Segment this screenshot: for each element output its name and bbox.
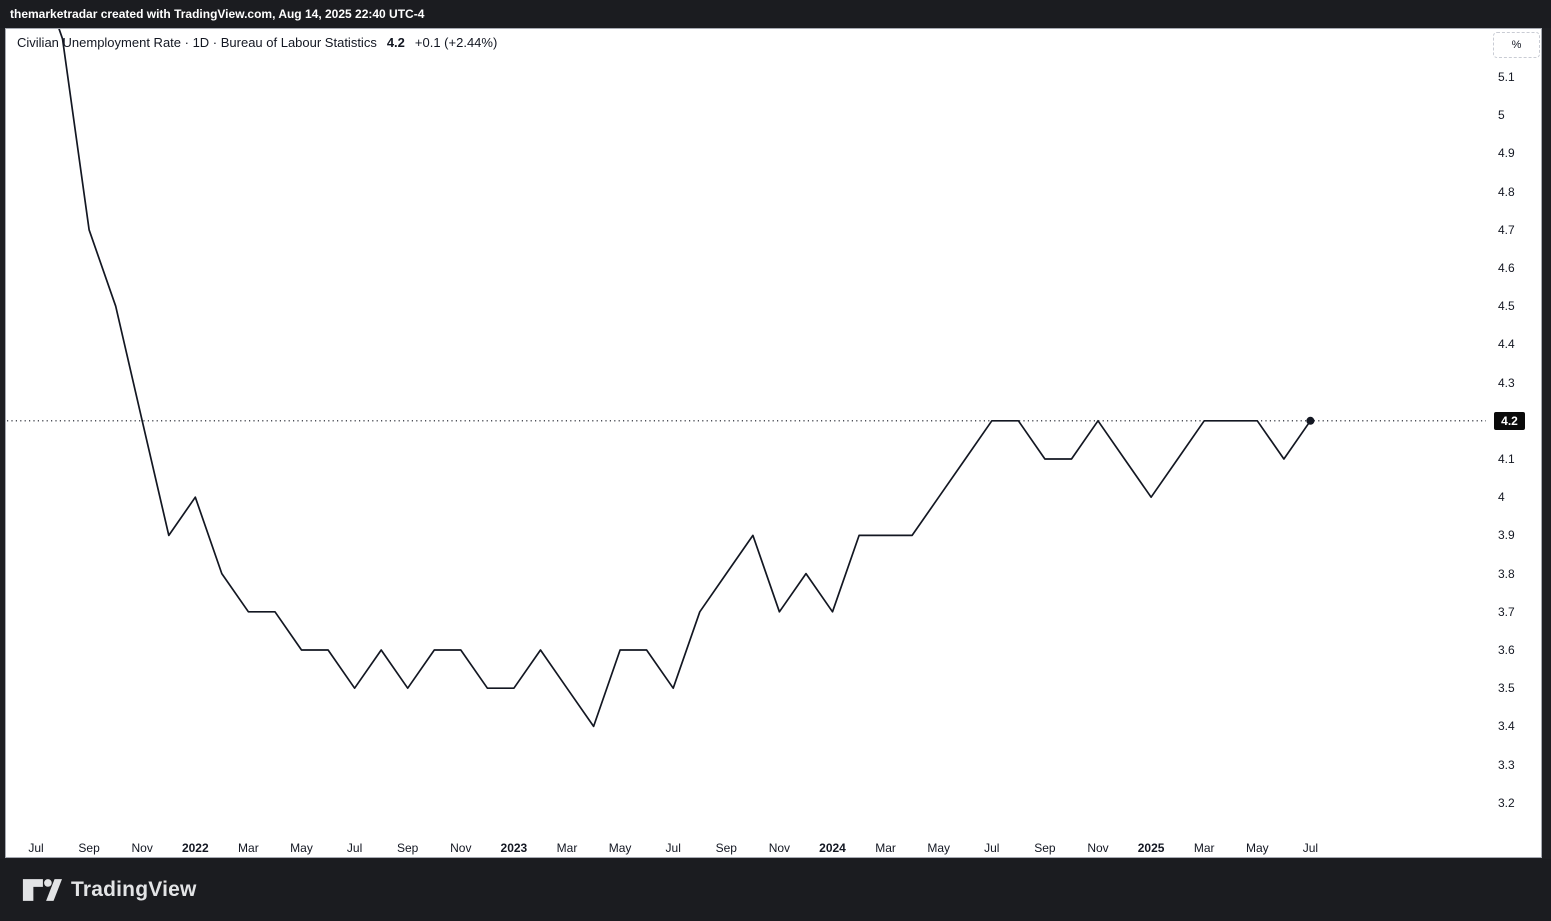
unemployment-rate-series <box>58 29 1312 728</box>
brand-name: TradingView <box>71 878 197 901</box>
time-axis-label: May <box>1245 841 1269 855</box>
last-price-badge: 4.2 <box>1494 411 1525 430</box>
tradingview-logo-icon <box>22 879 62 901</box>
price-axis-label: 4.8 <box>1498 184 1515 199</box>
attribution-bar: themarketradar created with TradingView.… <box>0 0 1551 28</box>
time-axis-label: Mar <box>238 841 259 855</box>
price-axis-label: 3.6 <box>1498 643 1515 657</box>
price-axis-label: 4.7 <box>1498 222 1515 237</box>
time-axis[interactable]: Jul Sep Nov 2022 Mar May Jul Sep Nov 2023 Mar May Ju… <box>6 837 1486 859</box>
time-axis-label: 2023 <box>500 841 528 855</box>
last-point-marker <box>1306 416 1315 425</box>
time-axis-label: 2025 <box>1137 841 1165 855</box>
price-axis-label: 3.9 <box>1498 528 1515 543</box>
price-axis-label: 3.2 <box>1498 795 1515 810</box>
price-axis-label: 3.3 <box>1498 757 1515 772</box>
price-axis-label: 5 <box>1498 108 1505 123</box>
time-axis-label: Sep <box>78 841 100 855</box>
value-change: +0.1 (+2.44%) <box>414 35 498 50</box>
time-axis-label: May <box>290 841 313 855</box>
time-axis-label: May <box>927 841 951 855</box>
price-axis-label: 4 <box>1498 490 1505 505</box>
time-axis-label: Sep <box>397 841 419 855</box>
time-axis-label: Nov <box>450 841 472 855</box>
time-axis-label: Nov <box>1087 841 1109 855</box>
symbol-title: Civilian Unemployment Rate · 1D · Bureau… <box>17 35 377 50</box>
price-axis-label: 3.7 <box>1498 604 1515 619</box>
price-axis-label: 5.1 <box>1498 70 1515 84</box>
price-axis-label: 4.6 <box>1498 261 1515 275</box>
price-axis-label: 3.4 <box>1498 719 1515 734</box>
symbol-legend[interactable]: Civilian Unemployment Rate · 1D · Bureau… <box>17 35 497 50</box>
attribution-text: themarketradar created with TradingView.… <box>10 7 425 21</box>
time-axis-label: Jul <box>665 841 681 855</box>
time-axis-label: Jul <box>1302 841 1319 855</box>
price-axis-label: 3.5 <box>1498 681 1515 696</box>
percent-unit-button[interactable]: % <box>1493 32 1540 58</box>
time-axis-label: Mar <box>875 841 896 855</box>
time-axis-label: Jul <box>346 841 363 855</box>
time-axis-label: Nov <box>131 841 153 855</box>
time-axis-label: 2022 <box>181 841 209 855</box>
time-axis-label: Mar <box>1193 841 1215 855</box>
price-axis-label: 4.1 <box>1498 452 1515 466</box>
price-axis-label: 3.8 <box>1498 566 1515 581</box>
chart-pane[interactable] <box>6 29 1486 859</box>
time-axis-label: May <box>608 841 632 855</box>
time-axis-label: Sep <box>1034 841 1056 855</box>
time-axis-label: Nov <box>768 841 791 855</box>
price-axis-label: 4.4 <box>1498 337 1515 352</box>
price-axis[interactable]: % 5.1 5 4.9 4.8 4.7 4.6 4.5 4.4 4.3 4.2 4.1 4 3.9 3.8… <box>1486 29 1542 859</box>
time-axis-label: Jul <box>984 841 1000 855</box>
bottom-bar: TradingView <box>0 859 1551 921</box>
time-axis-label: 2024 <box>819 841 846 855</box>
price-axis-label: 4.5 <box>1498 299 1515 314</box>
chart-frame: Civilian Unemployment Rate · 1D · Bureau… <box>5 28 1542 858</box>
line-chart-canvas <box>7 29 1486 728</box>
time-axis-label: Mar <box>556 841 578 855</box>
time-axis-label: Jul <box>28 841 44 855</box>
price-axis-label: 4.3 <box>1498 375 1515 390</box>
time-axis-label: Sep <box>715 841 737 855</box>
price-axis-label: 4.9 <box>1498 146 1515 161</box>
last-value: 4.2 <box>386 35 405 50</box>
tradingview-logo[interactable]: TradingView <box>22 878 197 902</box>
